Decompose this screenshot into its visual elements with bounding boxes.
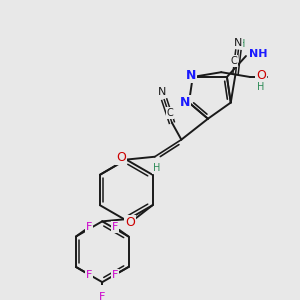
Text: N: N [180,96,190,109]
Text: F: F [86,222,92,232]
Text: H: H [238,39,245,49]
Text: N: N [234,38,242,48]
Text: H: H [257,82,265,92]
Text: C: C [167,108,173,118]
Text: O: O [125,216,135,229]
Text: C: C [230,56,237,66]
Text: F: F [99,292,105,300]
Text: H: H [153,163,160,173]
Text: N: N [186,68,196,82]
Text: F: F [112,222,119,232]
Text: NH: NH [249,49,267,59]
Text: O: O [116,151,126,164]
Text: O: O [256,68,266,82]
Text: N: N [158,87,166,97]
Text: F: F [112,269,119,280]
Text: F: F [86,269,92,280]
